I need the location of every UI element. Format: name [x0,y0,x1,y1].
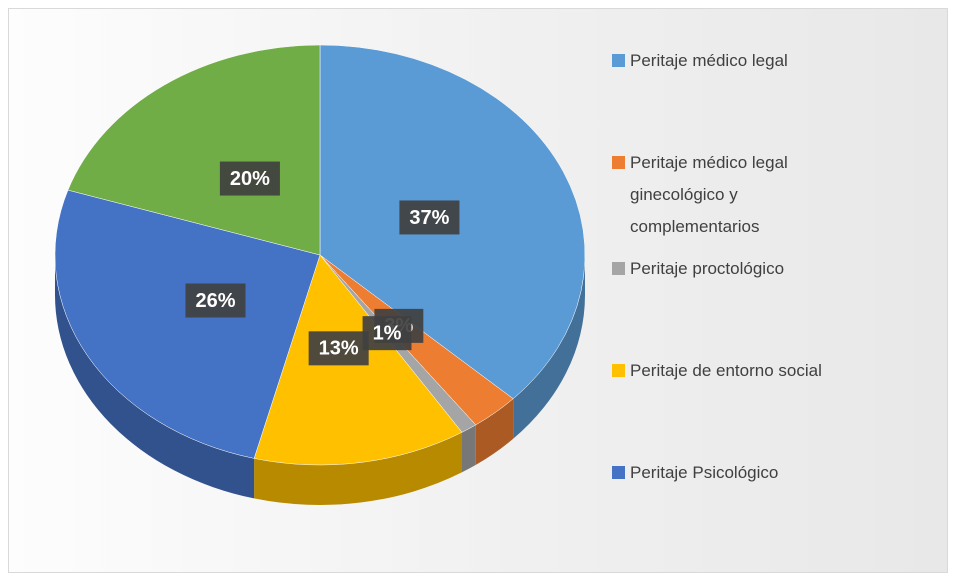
legend-label: Peritaje médico legal ginecológico y com… [630,153,788,236]
legend-entry: Peritaje de entorno social [612,355,912,387]
pie-slice [54,189,321,459]
data-label-box [308,331,369,366]
data-label: 37% [409,207,449,229]
legend-entry: Peritaje proctológico [612,253,912,285]
data-label-box [219,161,280,196]
legend-label: Peritaje Psicológico [630,463,779,482]
data-label: 13% [319,338,359,360]
pie-side [461,424,476,473]
data-label-box [399,200,460,235]
pie-side [55,255,255,499]
pie-side [513,255,585,439]
legend-entry: Peritaje médico legal [612,45,912,77]
legend-swatch [612,364,625,377]
data-label: 26% [195,290,235,312]
data-label-box [362,316,412,351]
legend-swatch [612,156,625,169]
legend-label: Peritaje de entorno social [630,361,822,380]
pie-side [475,398,514,465]
data-label-box [185,283,246,318]
pie-side [254,432,462,506]
legend-swatch [612,54,625,67]
data-label: 1% [373,322,402,344]
legend-entry: Peritaje Psicológico [612,457,912,489]
data-label: 20% [230,168,270,190]
pie-slice [67,44,321,256]
legend-swatch [612,466,625,479]
legend-label: Peritaje proctológico [630,259,785,278]
legend-label: Peritaje médico legal [630,51,788,70]
legend-swatch [612,262,625,275]
legend-entry: Peritaje médico legal ginecológico y com… [612,147,912,243]
